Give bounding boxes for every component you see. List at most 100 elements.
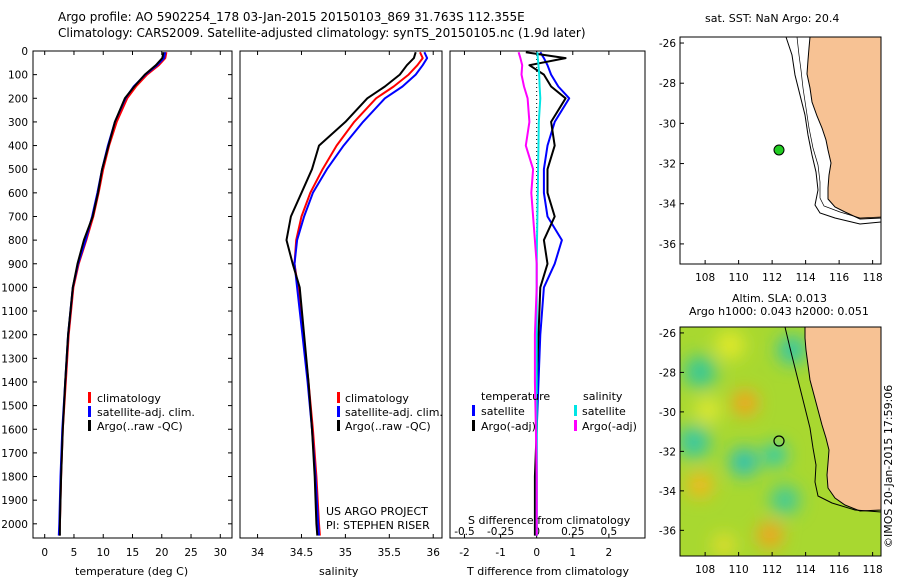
salinity-legend: climatology satellite-adj. clim. Argo(..… <box>326 392 443 532</box>
sla-blob <box>696 398 720 422</box>
sla-map-axes: 108 110 112 114 116 118 -26 -28 -30 -32 -34 -36 <box>659 328 883 576</box>
depth-tick-label: 1600 <box>1 424 28 436</box>
x-tick-label: 30 <box>214 547 227 559</box>
sst-float-marker <box>773 144 785 156</box>
sla-blob <box>758 523 782 547</box>
s-tick-label: 0.25 <box>561 526 584 538</box>
depth-tick-label: 1200 <box>1 330 28 342</box>
sla-blob <box>714 535 734 555</box>
salinity-plot: 34 34.5 35 35.5 36 <box>251 51 440 559</box>
depth-tick-label: 1400 <box>1 377 28 389</box>
depth-tick-label: 700 <box>8 211 28 223</box>
depth-axis: 0 100 200 300 400 500 600 700 800 900 1000 1100 1200… <box>1 46 28 531</box>
legend-swatch-argo <box>88 420 91 431</box>
map-y-tick-label: -28 <box>659 78 676 90</box>
series-line-argo-raw-qc- <box>285 51 417 536</box>
x-tick-label: -2 <box>459 547 469 559</box>
x-tick-label: 34 <box>251 547 265 559</box>
depth-tick-label: 1100 <box>1 306 28 318</box>
legend-label-satellite: satellite-adj. clim. <box>97 406 195 419</box>
map-x-tick-label: 116 <box>829 272 849 284</box>
map-y-tick-label: -30 <box>659 407 676 419</box>
legend-swatch-t-argo <box>472 420 475 431</box>
header-line1: Argo profile: AO 5902254_178 03-Jan-2015… <box>58 10 525 24</box>
x-tick-label: 10 <box>97 547 110 559</box>
depth-tick-label: 200 <box>8 93 28 105</box>
sla-contour <box>784 327 881 513</box>
map-x-tick-label: 110 <box>729 564 749 576</box>
legend-label-climatology: climatology <box>345 392 409 405</box>
legend-header-salinity: salinity <box>583 390 623 403</box>
t-difference-axis-title: T difference from climatology <box>466 565 629 578</box>
sla-blob <box>684 356 716 388</box>
depth-tick-label: 1800 <box>1 472 28 484</box>
map-x-tick-label: 118 <box>863 272 883 284</box>
depth-tick-label: 1500 <box>1 401 28 413</box>
map-y-tick-label: -32 <box>659 446 676 458</box>
depth-tick-label: 1000 <box>1 282 28 294</box>
depth-tick-label: 2000 <box>1 519 28 531</box>
temperature-legend: climatology satellite-adj. clim. Argo(..… <box>88 392 195 433</box>
legend-label-satellite: satellite-adj. clim. <box>345 406 443 419</box>
sla-blob <box>730 448 758 476</box>
x-tick-label: 20 <box>155 547 168 559</box>
sst-shelf-contour <box>785 36 882 225</box>
sla-blob <box>764 444 786 466</box>
sla-blob <box>778 336 806 364</box>
depth-tick-label: 0 <box>21 46 28 58</box>
s-tick-label: -0.25 <box>487 526 514 538</box>
legend-label-climatology: climatology <box>97 392 161 405</box>
x-tick-label: -1 <box>495 547 505 559</box>
legend-label-argo: Argo(..raw -QC) <box>97 420 183 433</box>
sla-blob <box>688 473 712 497</box>
difference-legend: temperature salinity satellite Argo(-adj… <box>468 390 637 527</box>
legend-swatch-climatology <box>88 392 91 403</box>
map-x-tick-label: 114 <box>796 564 816 576</box>
legend-label-s-satellite: satellite <box>582 405 626 418</box>
map-y-tick-label: -32 <box>659 159 676 171</box>
legend-label-t-satellite: satellite <box>481 405 525 418</box>
map-y-tick-label: -28 <box>659 367 676 379</box>
sst-land <box>806 36 882 220</box>
map-x-tick-label: 112 <box>762 564 782 576</box>
legend-header-temperature: temperature <box>481 390 550 403</box>
x-tick-label: 0 <box>41 547 48 559</box>
temperature-plot: 0 5 10 15 20 25 30 <box>33 50 232 559</box>
difference-panel-frame <box>449 50 646 539</box>
sla-blob <box>771 486 799 514</box>
sla-map-title1: Altim. SLA: 0.013 <box>732 292 827 305</box>
legend-swatch-satellite <box>337 406 340 417</box>
side-stamp: ©IMOS 20-Jan-2015 17:59:06 <box>882 385 895 548</box>
map-x-tick-label: 110 <box>729 272 749 284</box>
map-y-tick-label: -26 <box>659 328 676 340</box>
legend-label-s-argo: Argo(-adj) <box>582 420 637 433</box>
legend-label-argo: Argo(..raw -QC) <box>345 420 431 433</box>
x-tick-label: 5 <box>71 547 78 559</box>
map-x-tick-label: 108 <box>695 564 715 576</box>
legend-swatch-climatology <box>337 392 340 403</box>
temperature-panel-frame <box>32 50 233 539</box>
x-tick-label: 25 <box>184 547 197 559</box>
map-y-tick-label: -30 <box>659 118 676 130</box>
map-x-tick-label: 112 <box>762 272 782 284</box>
depth-tick-label: 1300 <box>1 353 28 365</box>
sst-coastline-fringe <box>796 36 882 219</box>
x-tick-label: 2 <box>606 547 613 559</box>
series-line-argo-raw-qc- <box>58 52 165 536</box>
depth-tick-label: 900 <box>8 259 28 271</box>
sst-map-axes: 108 110 112 114 116 118 -26 -28 -30 -32 -34 -36 <box>659 38 883 284</box>
map-y-tick-label: -34 <box>659 486 676 498</box>
map-x-tick-label: 114 <box>796 272 816 284</box>
header-line2: Climatology: CARS2009. Satellite-adjuste… <box>58 26 586 40</box>
depth-tick-label: 1700 <box>1 448 28 460</box>
difference-plot: -2 -1 0 1 2-0.5 -0.25 0 0.25 0.5 <box>454 51 617 559</box>
x-tick-label: 0 <box>533 547 540 559</box>
sla-blob <box>733 391 757 415</box>
sla-blob <box>716 331 744 359</box>
sla-blob <box>680 426 710 458</box>
project-note-line1: US ARGO PROJECT <box>326 505 428 518</box>
sla-blobs <box>680 331 806 555</box>
temperature-axis-title: temperature (deg C) <box>75 565 188 578</box>
legend-label-t-argo: Argo(-adj) <box>481 420 536 433</box>
